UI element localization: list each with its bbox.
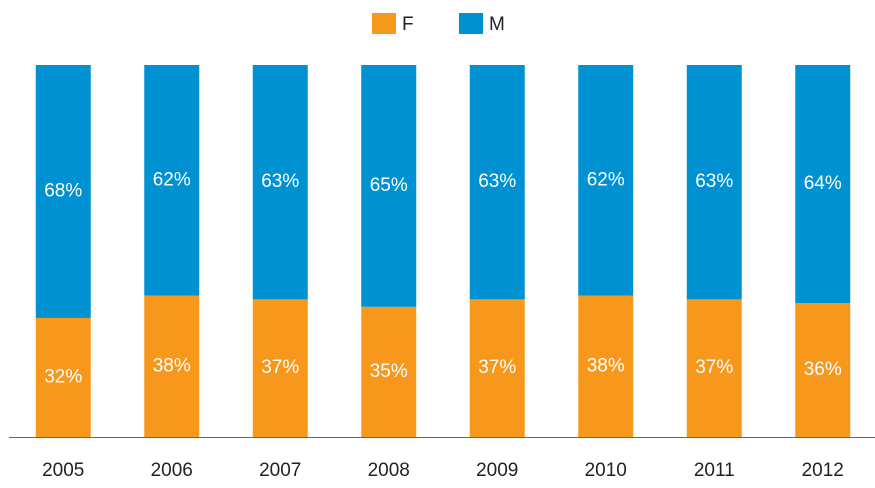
data-label: 63% bbox=[695, 171, 733, 192]
data-label: 63% bbox=[478, 171, 516, 192]
bar-segment bbox=[686, 299, 742, 437]
legend-label: M bbox=[489, 14, 505, 35]
x-tick-label: 2011 bbox=[694, 460, 735, 481]
data-label: 62% bbox=[587, 169, 625, 190]
bar-segment bbox=[795, 65, 851, 304]
data-label: 36% bbox=[804, 359, 842, 380]
data-label: 62% bbox=[153, 169, 191, 190]
bar-segment bbox=[686, 65, 742, 300]
legend-label: F bbox=[402, 14, 414, 35]
x-tick-label: 2005 bbox=[42, 460, 84, 481]
data-label: 32% bbox=[44, 366, 82, 387]
x-tick-label: 2006 bbox=[151, 460, 193, 481]
bar-segment bbox=[578, 295, 634, 437]
x-tick-label: 2010 bbox=[585, 460, 627, 481]
data-label: 64% bbox=[804, 173, 842, 194]
bar-segment bbox=[252, 65, 308, 300]
x-tick-label: 2008 bbox=[368, 460, 410, 481]
data-label: 65% bbox=[370, 175, 408, 196]
x-tick-label: 2012 bbox=[802, 460, 844, 481]
bar-segment bbox=[144, 65, 200, 296]
data-label: 38% bbox=[587, 355, 625, 376]
data-label: 37% bbox=[261, 357, 299, 378]
bar-segment bbox=[361, 306, 417, 437]
bar-segment bbox=[578, 65, 634, 296]
bar-segment bbox=[252, 299, 308, 437]
legend-swatch bbox=[372, 13, 396, 34]
data-label: 35% bbox=[370, 361, 408, 382]
legend-swatch bbox=[459, 13, 483, 34]
data-label: 38% bbox=[153, 355, 191, 376]
data-label: 37% bbox=[478, 357, 516, 378]
bar-segment bbox=[469, 299, 525, 437]
bar-segment bbox=[469, 65, 525, 300]
data-label: 63% bbox=[261, 171, 299, 192]
bar-segment bbox=[795, 303, 851, 437]
bar-segment bbox=[144, 295, 200, 437]
bar-segment bbox=[361, 65, 417, 307]
bar-segment bbox=[35, 65, 91, 318]
x-tick-label: 2009 bbox=[476, 460, 518, 481]
bar-segment bbox=[35, 317, 91, 437]
x-tick-label: 2007 bbox=[259, 460, 301, 481]
data-label: 68% bbox=[44, 180, 82, 201]
data-label: 37% bbox=[695, 357, 733, 378]
